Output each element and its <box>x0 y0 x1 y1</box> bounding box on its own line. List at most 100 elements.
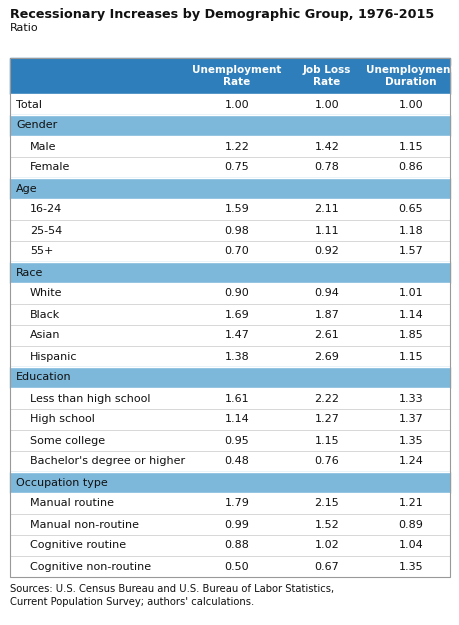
Text: 2.15: 2.15 <box>314 499 339 509</box>
Text: Manual routine: Manual routine <box>30 499 114 509</box>
Text: 55+: 55+ <box>30 246 53 256</box>
Text: Race: Race <box>16 268 43 278</box>
Text: 1.24: 1.24 <box>397 456 423 466</box>
Text: 1.00: 1.00 <box>224 99 249 109</box>
Text: 1.52: 1.52 <box>314 519 339 529</box>
Text: 1.15: 1.15 <box>314 436 339 446</box>
Text: 1.15: 1.15 <box>398 141 422 151</box>
Bar <box>10 535 449 556</box>
Text: Ratio: Ratio <box>10 23 39 33</box>
Bar <box>10 220 449 241</box>
Text: 0.86: 0.86 <box>398 162 422 172</box>
Text: 0.98: 0.98 <box>224 226 249 236</box>
Text: 1.27: 1.27 <box>314 414 339 424</box>
Text: Cognitive routine: Cognitive routine <box>30 541 126 551</box>
Text: 0.50: 0.50 <box>224 561 249 571</box>
Text: 1.33: 1.33 <box>398 394 422 404</box>
Text: Job Loss
Rate: Job Loss Rate <box>302 65 350 87</box>
Text: 0.88: 0.88 <box>224 541 249 551</box>
Text: 1.87: 1.87 <box>314 309 339 319</box>
Text: 1.79: 1.79 <box>224 499 249 509</box>
Text: 1.02: 1.02 <box>314 541 339 551</box>
Text: Total: Total <box>16 99 42 109</box>
Text: 16-24: 16-24 <box>30 204 62 214</box>
Text: 0.75: 0.75 <box>224 162 249 172</box>
Text: 0.90: 0.90 <box>224 289 249 299</box>
Text: Manual non-routine: Manual non-routine <box>30 519 139 529</box>
Bar <box>10 58 449 577</box>
Bar <box>10 262 449 283</box>
Bar <box>10 451 449 472</box>
Text: 0.67: 0.67 <box>314 561 339 571</box>
Text: 1.47: 1.47 <box>224 331 249 341</box>
Text: Sources: U.S. Census Bureau and U.S. Bureau of Labor Statistics,
Current Populat: Sources: U.S. Census Bureau and U.S. Bur… <box>10 584 333 608</box>
Text: 0.78: 0.78 <box>314 162 339 172</box>
Text: 1.57: 1.57 <box>398 246 422 256</box>
Text: Unemployment
Duration: Unemployment Duration <box>365 65 455 87</box>
Bar <box>10 472 449 493</box>
Bar <box>10 346 449 367</box>
Text: 1.38: 1.38 <box>224 351 249 361</box>
Bar <box>10 325 449 346</box>
Text: Unemployment
Rate: Unemployment Rate <box>192 65 281 87</box>
Text: 0.65: 0.65 <box>398 204 422 214</box>
Bar <box>10 514 449 535</box>
Text: 0.89: 0.89 <box>397 519 423 529</box>
Text: Less than high school: Less than high school <box>30 394 150 404</box>
Bar <box>10 430 449 451</box>
Bar <box>10 136 449 157</box>
Text: Some college: Some college <box>30 436 105 446</box>
Text: 0.76: 0.76 <box>314 456 339 466</box>
Text: 2.11: 2.11 <box>314 204 339 214</box>
Text: Asian: Asian <box>30 331 61 341</box>
Text: 1.61: 1.61 <box>224 394 249 404</box>
Bar <box>10 199 449 220</box>
Text: Occupation type: Occupation type <box>16 478 107 488</box>
Text: White: White <box>30 289 62 299</box>
Bar <box>10 58 449 94</box>
Text: 1.14: 1.14 <box>224 414 249 424</box>
Bar <box>10 556 449 577</box>
Text: Age: Age <box>16 184 38 194</box>
Text: Gender: Gender <box>16 121 57 131</box>
Text: Recessionary Increases by Demographic Group, 1976-2015: Recessionary Increases by Demographic Gr… <box>10 8 433 21</box>
Text: Male: Male <box>30 141 56 151</box>
Bar <box>10 283 449 304</box>
Text: Female: Female <box>30 162 70 172</box>
Bar <box>10 367 449 388</box>
Bar <box>10 304 449 325</box>
Text: 1.04: 1.04 <box>398 541 422 551</box>
Text: 1.85: 1.85 <box>398 331 422 341</box>
Text: 1.35: 1.35 <box>398 436 422 446</box>
Text: 0.92: 0.92 <box>314 246 339 256</box>
Text: 0.70: 0.70 <box>224 246 249 256</box>
Text: 0.48: 0.48 <box>224 456 249 466</box>
Text: 1.21: 1.21 <box>398 499 422 509</box>
Text: 1.35: 1.35 <box>398 561 422 571</box>
Bar <box>10 115 449 136</box>
Text: 1.14: 1.14 <box>398 309 422 319</box>
Text: High school: High school <box>30 414 95 424</box>
Text: Hispanic: Hispanic <box>30 351 77 361</box>
Text: 1.00: 1.00 <box>398 99 422 109</box>
Text: 1.69: 1.69 <box>224 309 249 319</box>
Bar <box>10 409 449 430</box>
Text: 2.61: 2.61 <box>314 331 339 341</box>
Text: 1.00: 1.00 <box>314 99 339 109</box>
Text: Bachelor's degree or higher: Bachelor's degree or higher <box>30 456 185 466</box>
Text: 0.95: 0.95 <box>224 436 249 446</box>
Bar <box>10 157 449 178</box>
Text: 1.37: 1.37 <box>398 414 422 424</box>
Bar <box>10 388 449 409</box>
Text: 1.01: 1.01 <box>398 289 422 299</box>
Bar <box>10 493 449 514</box>
Text: Education: Education <box>16 372 72 382</box>
Text: 1.22: 1.22 <box>224 141 249 151</box>
Text: Cognitive non-routine: Cognitive non-routine <box>30 561 151 571</box>
Text: 1.59: 1.59 <box>224 204 249 214</box>
Text: 1.15: 1.15 <box>398 351 422 361</box>
Text: 1.18: 1.18 <box>398 226 422 236</box>
Bar <box>10 94 449 115</box>
Bar <box>10 241 449 262</box>
Text: 0.94: 0.94 <box>314 289 339 299</box>
